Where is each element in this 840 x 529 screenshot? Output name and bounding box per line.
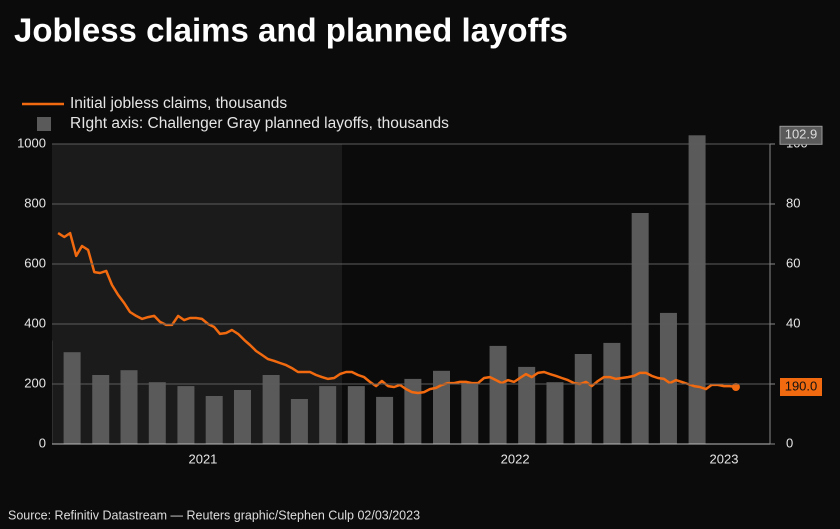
bar — [347, 386, 365, 444]
y2-tick-label: 60 — [786, 255, 800, 270]
bar — [631, 213, 649, 444]
bar — [262, 375, 280, 444]
end-dot — [731, 383, 740, 391]
bar — [489, 345, 507, 444]
end-label: 190.0 — [785, 378, 818, 393]
chart-title: Jobless claims and planned layoffs — [14, 12, 568, 49]
bar — [574, 354, 592, 444]
bar — [659, 312, 677, 444]
bar — [546, 382, 564, 444]
y-tick-label: 0 — [39, 435, 46, 450]
y2-tick-label: 40 — [786, 315, 800, 330]
bar — [376, 396, 394, 444]
bar — [148, 382, 166, 444]
bar — [688, 135, 706, 444]
bar — [92, 375, 110, 444]
bar — [290, 399, 308, 444]
y-tick-label: 200 — [24, 375, 46, 390]
legend-label: Initial jobless claims, thousands — [70, 95, 287, 112]
bar — [404, 378, 422, 444]
bar — [205, 396, 223, 444]
legend-label: RIght axis: Challenger Gray planned layo… — [70, 115, 449, 132]
bar — [461, 382, 479, 444]
x-tick-label: 2022 — [501, 451, 530, 466]
x-tick-label: 2021 — [188, 451, 217, 466]
x-tick-label: 2023 — [710, 451, 739, 466]
bar — [177, 386, 195, 444]
y-tick-label: 400 — [24, 315, 46, 330]
bar — [52, 340, 53, 444]
plot — [52, 135, 740, 444]
line — [57, 231, 737, 395]
y2-tick-label: 80 — [786, 195, 800, 210]
bar — [63, 352, 81, 444]
bar — [120, 370, 138, 444]
end-label-box — [780, 378, 822, 396]
end-label-box — [779, 125, 823, 145]
bar — [432, 370, 450, 444]
source: Source: Refinitiv Datastream — Reuters g… — [8, 508, 420, 522]
y-tick-label: 600 — [24, 255, 46, 270]
end-label: 102.9 — [785, 127, 818, 142]
bar — [233, 390, 251, 444]
y-tick-label: 1000 — [17, 135, 46, 150]
y-tick-label: 800 — [24, 195, 46, 210]
bar — [518, 366, 536, 444]
legend-swatch — [37, 117, 51, 131]
bar — [319, 386, 337, 444]
y2-tick-label: 0 — [786, 435, 793, 450]
bar — [603, 342, 621, 444]
